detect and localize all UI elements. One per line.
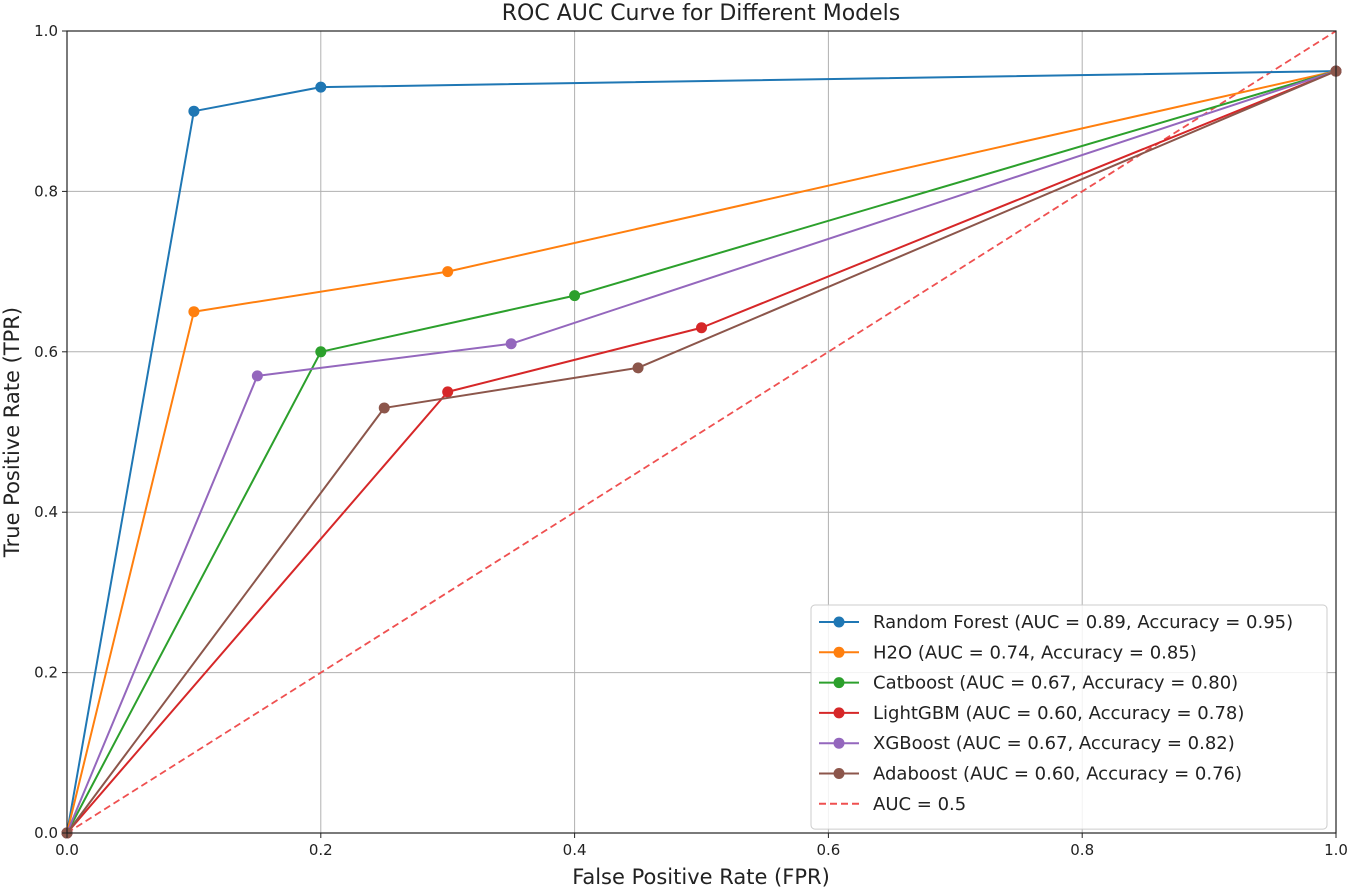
plot-area-frame [66, 30, 1337, 834]
legend-label: Catboost (AUC = 0.67, Accuracy = 0.80) [873, 673, 1238, 694]
legend-item: H2O (AUC = 0.74, Accuracy = 0.85) [819, 642, 1197, 663]
legend-item: XGBoost (AUC = 0.67, Accuracy = 0.82) [819, 733, 1235, 754]
grid-layer [66, 30, 1337, 834]
y-axis-label: True Positive Rate (TPR) [0, 307, 24, 558]
data-point [378, 402, 390, 414]
legend-item: Adaboost (AUC = 0.60, Accuracy = 0.76) [819, 764, 1242, 785]
data-point [315, 81, 327, 93]
legend: Random Forest (AUC = 0.89, Accuracy = 0.… [810, 604, 1328, 830]
series-line [66, 70, 1337, 834]
x-tick-label: 0.6 [816, 841, 840, 859]
series-line [66, 70, 1337, 834]
y-tick-label: 0.0 [34, 824, 58, 842]
series-line [66, 70, 1337, 834]
series-line [66, 70, 1337, 834]
data-point [188, 306, 200, 318]
legend-marker [833, 646, 845, 658]
series-line [66, 30, 1337, 834]
data-point [696, 322, 707, 334]
data-point [251, 370, 263, 382]
legend-marker [833, 707, 845, 719]
legend-label: Adaboost (AUC = 0.60, Accuracy = 0.76) [873, 764, 1242, 785]
series-line [66, 70, 1337, 834]
x-tick-label: 0.0 [55, 841, 79, 859]
legend-item: Random Forest (AUC = 0.89, Accuracy = 0.… [819, 612, 1293, 633]
legend-marker [833, 768, 845, 779]
y-tick-label: 1.0 [34, 22, 58, 40]
legend-label: AUC = 0.5 [873, 794, 966, 815]
legend-label: LightGBM (AUC = 0.60, Accuracy = 0.78) [873, 703, 1244, 724]
x-axis-label: False Positive Rate (FPR) [572, 865, 830, 889]
legend-label: Random Forest (AUC = 0.89, Accuracy = 0.… [873, 612, 1293, 633]
data-point [188, 105, 200, 117]
legend-marker [833, 677, 845, 689]
x-tick-label: 0.8 [1070, 841, 1094, 859]
legend-box [810, 604, 1328, 830]
chart-title: ROC AUC Curve for Different Models [502, 1, 901, 26]
legend-label: XGBoost (AUC = 0.67, Accuracy = 0.82) [873, 733, 1235, 754]
legend-item: AUC = 0.5 [819, 794, 966, 815]
data-point [442, 386, 454, 398]
legend-label: H2O (AUC = 0.74, Accuracy = 0.85) [873, 642, 1197, 663]
data-point [315, 346, 327, 358]
y-tick-label: 0.8 [34, 182, 58, 200]
x-tick-label: 1.0 [1324, 841, 1348, 859]
legend-item: LightGBM (AUC = 0.60, Accuracy = 0.78) [819, 703, 1244, 724]
y-tick-label: 0.2 [34, 664, 58, 682]
data-point [505, 338, 517, 350]
y-tick-label: 0.6 [34, 343, 58, 361]
legend-marker [833, 616, 845, 628]
series-line [66, 70, 1337, 834]
series-layer [61, 30, 1342, 839]
legend-marker [833, 737, 845, 749]
data-point [442, 266, 454, 278]
x-tick-label: 0.2 [309, 841, 333, 859]
data-point [569, 290, 581, 302]
series-baseline [66, 30, 1337, 834]
data-point [632, 362, 644, 374]
x-tick-label: 0.4 [563, 841, 587, 859]
y-tick-label: 0.4 [34, 503, 58, 521]
legend-item: Catboost (AUC = 0.67, Accuracy = 0.80) [819, 673, 1238, 694]
ticks-layer: 0.0 0.2 0.4 0.6 0.8 1.0 0.0 0.2 0.4 0.6 0.8 1.0 [34, 22, 1348, 859]
